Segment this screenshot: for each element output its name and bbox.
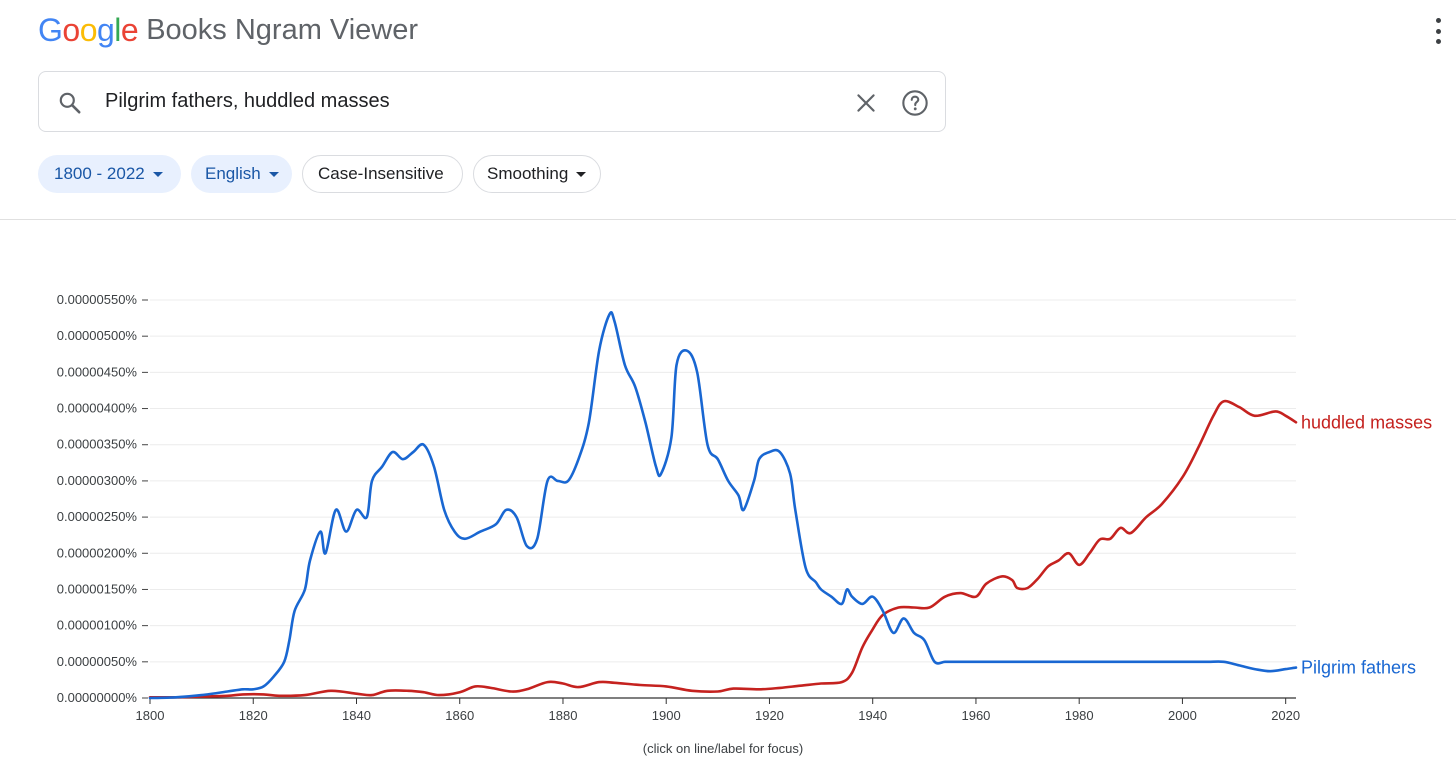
chevron-down-icon [268,171,279,177]
x-tick-label: 1800 [136,708,165,723]
logo-letter: g [96,11,115,48]
y-tick-label: 0.00000100% [57,618,138,633]
series-label-huddled-masses[interactable]: huddled masses [1301,412,1432,432]
y-tick-label: 0.00000500% [57,328,138,343]
y-tick-label: 0.00000050% [57,654,138,669]
y-tick-label: 0.00000200% [57,545,138,560]
case-mode-label: Case-Insensitive [318,164,444,183]
y-tick-label: 0.00000000% [57,690,138,705]
language-label: English [205,164,261,183]
chevron-down-icon [152,171,163,177]
google-books-ngram-logo[interactable]: Google Books Ngram Viewer [38,10,418,50]
series-lines[interactable] [148,311,1298,700]
x-tick-label: 1840 [342,708,371,723]
search-box[interactable]: Pilgrim fathers, huddled masses [38,71,946,132]
x-tick-label: 1940 [858,708,887,723]
focus-hint: (click on line/label for focus) [642,741,804,756]
y-tick-label: 0.00000150% [57,581,138,596]
y-tick-label: 0.00000300% [57,473,138,488]
y-tick-label: 0.00000450% [57,364,138,379]
search-icon[interactable] [57,90,83,116]
x-tick-label: 2000 [1168,708,1197,723]
y-tick-label: 0.00000350% [57,437,138,452]
header-divider [0,219,1456,220]
product-name: Books Ngram Viewer [146,13,419,46]
x-tick-label: 1920 [755,708,784,723]
y-tick-label: 0.00000250% [57,509,138,524]
grid-lines [150,299,1296,663]
smoothing-dropdown[interactable]: Smoothing [473,155,601,193]
smoothing-label: Smoothing [487,164,569,183]
logo-letter: e [120,11,139,48]
case-insensitive-toggle[interactable]: Case-Insensitive [302,155,463,193]
google-wordmark-text: Google [38,11,139,48]
year-range-dropdown[interactable]: 1800 - 2022 [38,155,181,193]
series-labels[interactable]: huddled masses Pilgrim fathers [1301,412,1432,677]
axes: 0.00000000% 0.00000050% 0.00000100% 0.00000… [57,292,1300,723]
x-tick-label: 1900 [652,708,681,723]
logo-letter: o [62,11,80,48]
year-range-label: 1800 - 2022 [54,164,145,183]
chevron-down-icon [576,171,587,177]
logo-letter: l [114,11,121,48]
more-vert-icon[interactable] [1430,16,1446,46]
help-icon[interactable] [901,89,929,117]
y-tick-label: 0.00000400% [57,401,138,416]
google-wordmark: Google [38,11,139,49]
x-tick-label: 2020 [1271,708,1300,723]
x-tick-label: 1960 [961,708,990,723]
series-label-pilgrim-fathers[interactable]: Pilgrim fathers [1301,658,1416,678]
series-line-huddled-masses[interactable] [148,399,1298,699]
x-tick-label: 1980 [1065,708,1094,723]
close-icon[interactable] [853,90,879,116]
y-tick-label: 0.00000550% [57,292,138,307]
logo-letter: G [38,11,63,48]
language-dropdown[interactable]: English [191,155,292,193]
x-tick-label: 1880 [549,708,578,723]
logo-letter: o [79,11,98,48]
search-input[interactable]: Pilgrim fathers, huddled masses [105,90,390,112]
series-line-pilgrim-fathers[interactable] [148,311,1298,700]
x-tick-label: 1820 [239,708,268,723]
x-tick-label: 1860 [445,708,474,723]
ngram-chart[interactable]: 0.00000000% 0.00000050% 0.00000100% 0.00000… [0,220,1456,740]
